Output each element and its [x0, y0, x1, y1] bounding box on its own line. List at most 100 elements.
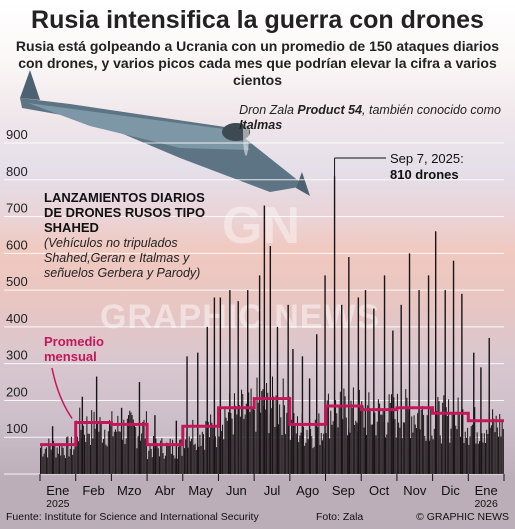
daily-bar [349, 432, 351, 474]
peak-spike [418, 290, 420, 474]
peak-spike [357, 297, 360, 474]
daily-bar [283, 405, 285, 474]
daily-bar [242, 393, 244, 474]
daily-bar [137, 436, 139, 474]
page-title: Rusia intensifica la guerra con drones [31, 6, 484, 34]
daily-bar [423, 414, 425, 474]
daily-bar [42, 456, 44, 474]
daily-bar [56, 447, 58, 474]
daily-bar [141, 433, 143, 474]
daily-bar [300, 432, 302, 474]
daily-bar [462, 409, 464, 474]
daily-bar [456, 429, 458, 474]
daily-bar [195, 450, 197, 474]
x-tick-label: Ago [296, 483, 319, 498]
drone-wing [20, 98, 305, 192]
daily-bar [275, 395, 277, 474]
daily-bar [76, 436, 78, 474]
peak-spike [197, 352, 199, 474]
daily-bar [125, 438, 127, 474]
daily-bar [363, 427, 365, 474]
daily-bar [336, 413, 338, 474]
x-tick-year: 2026 [474, 498, 498, 510]
daily-bar [123, 419, 125, 474]
daily-bar [425, 440, 427, 474]
daily-bar [181, 455, 183, 474]
y-tick-label: 800 [6, 164, 28, 179]
daily-bar [250, 388, 252, 474]
daily-bar [451, 413, 453, 474]
daily-bar [158, 456, 160, 474]
daily-bar [117, 415, 119, 474]
daily-bar [439, 435, 441, 474]
daily-bar [412, 432, 414, 474]
daily-bar [457, 397, 459, 474]
daily-bar [199, 434, 201, 474]
monthly-average-line [40, 397, 504, 447]
series-note: (Vehículos no tripulados Shahed,Geran e … [44, 236, 201, 280]
daily-bar [329, 438, 331, 474]
daily-bar [99, 417, 101, 474]
daily-bar [48, 438, 50, 474]
daily-bar [388, 394, 390, 474]
daily-bar [222, 424, 224, 474]
daily-bar [256, 377, 258, 474]
daily-bar [407, 408, 409, 474]
daily-bar [446, 415, 448, 474]
daily-bar [393, 397, 395, 474]
daily-bar [44, 448, 46, 474]
daily-bar [360, 406, 362, 474]
daily-bar [362, 405, 364, 474]
daily-bar [211, 422, 213, 474]
daily-bar [176, 458, 178, 474]
daily-bar [413, 415, 415, 474]
daily-bar [298, 442, 300, 474]
y-tick-label: 900 [6, 127, 28, 142]
daily-bar [220, 431, 222, 474]
peak-spike [461, 293, 463, 474]
daily-bar [417, 413, 419, 474]
drone-caption-prefix: Dron Zala [239, 103, 298, 117]
daily-bar [118, 431, 120, 474]
daily-bar [310, 428, 312, 474]
daily-bar [267, 392, 269, 474]
daily-bar [88, 433, 90, 474]
daily-bar [305, 442, 307, 474]
peak-spike [348, 257, 350, 474]
daily-bar [149, 445, 151, 474]
daily-bar [289, 439, 291, 474]
daily-bar [385, 437, 387, 474]
daily-bar [92, 438, 94, 474]
daily-bar [436, 411, 438, 474]
daily-bar [424, 435, 426, 474]
daily-bar [477, 443, 479, 474]
daily-bar [470, 426, 472, 474]
daily-bar [321, 440, 323, 474]
peak-spike [308, 378, 311, 474]
daily-bar [448, 399, 450, 474]
daily-bar [479, 441, 481, 474]
peak-spike [333, 176, 336, 474]
daily-bar [41, 446, 43, 474]
drone-caption-alias: Italmas [239, 118, 283, 132]
daily-bar [386, 434, 388, 474]
daily-bar [178, 446, 180, 474]
peak-spike [51, 426, 54, 474]
daily-bar [500, 436, 502, 474]
daily-bar [261, 391, 263, 474]
y-tick-label: 700 [6, 201, 28, 216]
daily-bar [281, 435, 283, 474]
average-label-arrow [51, 367, 73, 419]
y-tick-label: 200 [6, 384, 28, 399]
x-tick-label: Feb [82, 483, 104, 498]
peak-spike [269, 245, 272, 474]
daily-bar [326, 400, 328, 474]
daily-bar [337, 427, 339, 474]
daily-bar [70, 436, 72, 474]
daily-bar [87, 433, 89, 474]
daily-bar [105, 444, 107, 474]
daily-bar [455, 425, 457, 474]
daily-bar [486, 429, 488, 474]
daily-bar [358, 389, 360, 474]
